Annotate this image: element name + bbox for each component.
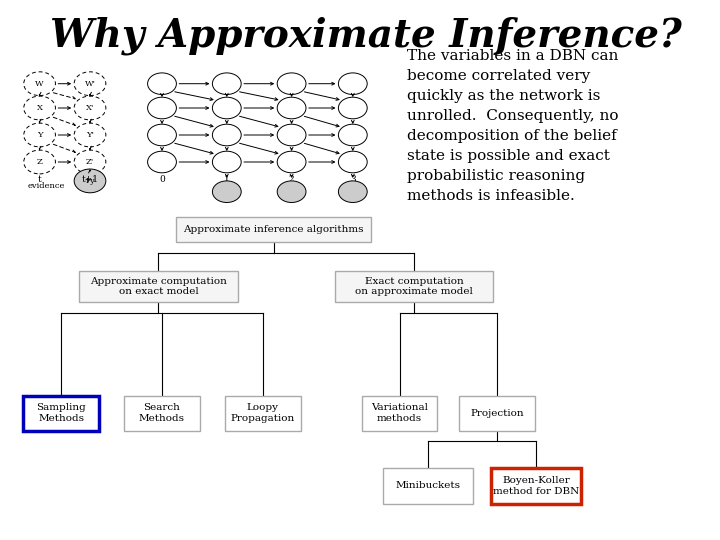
Text: Boyen-Koller
method for DBN: Boyen-Koller method for DBN — [493, 476, 580, 496]
Circle shape — [148, 73, 176, 94]
Text: Sampling
Methods: Sampling Methods — [36, 403, 86, 423]
Text: Approximate inference algorithms: Approximate inference algorithms — [184, 225, 364, 234]
Circle shape — [74, 123, 106, 147]
Circle shape — [74, 96, 106, 120]
Text: Loopy
Propagation: Loopy Propagation — [230, 403, 295, 423]
Circle shape — [338, 151, 367, 173]
Text: Search
Methods: Search Methods — [139, 403, 185, 423]
Circle shape — [212, 73, 241, 94]
Circle shape — [212, 97, 241, 119]
FancyBboxPatch shape — [125, 395, 200, 431]
Circle shape — [24, 72, 55, 96]
Text: evidence: evidence — [27, 183, 65, 190]
Circle shape — [212, 124, 241, 146]
Circle shape — [148, 97, 176, 119]
FancyBboxPatch shape — [383, 468, 474, 503]
Text: 1: 1 — [224, 176, 230, 185]
FancyBboxPatch shape — [79, 271, 238, 302]
Circle shape — [148, 124, 176, 146]
Circle shape — [277, 73, 306, 94]
Text: Z': Z' — [86, 158, 94, 166]
Text: X': X' — [86, 104, 94, 112]
Text: X: X — [37, 104, 42, 112]
Text: Fy: Fy — [85, 177, 95, 185]
FancyBboxPatch shape — [491, 468, 582, 503]
Circle shape — [74, 150, 106, 174]
Text: Y': Y' — [86, 131, 94, 139]
Circle shape — [338, 181, 367, 202]
Circle shape — [24, 96, 55, 120]
Text: W': W' — [84, 80, 96, 87]
Circle shape — [212, 181, 241, 202]
Text: Projection: Projection — [470, 409, 523, 417]
Circle shape — [24, 123, 55, 147]
Text: Why Approximate Inference?: Why Approximate Inference? — [50, 16, 682, 55]
Text: Variational
methods: Variational methods — [371, 403, 428, 423]
FancyBboxPatch shape — [362, 395, 438, 431]
FancyBboxPatch shape — [225, 395, 301, 431]
Text: 2: 2 — [289, 176, 294, 185]
Circle shape — [277, 151, 306, 173]
Text: Minibuckets: Minibuckets — [396, 482, 461, 490]
Circle shape — [24, 150, 55, 174]
Circle shape — [277, 181, 306, 202]
FancyBboxPatch shape — [176, 217, 371, 242]
Text: t+1: t+1 — [81, 176, 99, 185]
Circle shape — [148, 151, 176, 173]
Circle shape — [338, 124, 367, 146]
Text: Approximate computation
on exact model: Approximate computation on exact model — [90, 276, 227, 296]
Circle shape — [277, 124, 306, 146]
Circle shape — [212, 151, 241, 173]
Circle shape — [338, 97, 367, 119]
Text: W: W — [35, 80, 44, 87]
Text: The variables in a DBN can
become correlated very
quickly as the network is
unro: The variables in a DBN can become correl… — [407, 49, 618, 203]
Text: 0: 0 — [159, 176, 165, 185]
Circle shape — [338, 73, 367, 94]
Circle shape — [74, 72, 106, 96]
Text: 3: 3 — [350, 176, 356, 185]
FancyBboxPatch shape — [24, 395, 99, 431]
Text: Z: Z — [37, 158, 42, 166]
FancyBboxPatch shape — [335, 271, 493, 302]
Circle shape — [277, 97, 306, 119]
Text: Exact computation
on approximate model: Exact computation on approximate model — [355, 276, 473, 296]
Circle shape — [74, 169, 106, 193]
FancyBboxPatch shape — [459, 395, 534, 431]
Text: Y: Y — [37, 131, 42, 139]
Text: t: t — [37, 176, 42, 185]
